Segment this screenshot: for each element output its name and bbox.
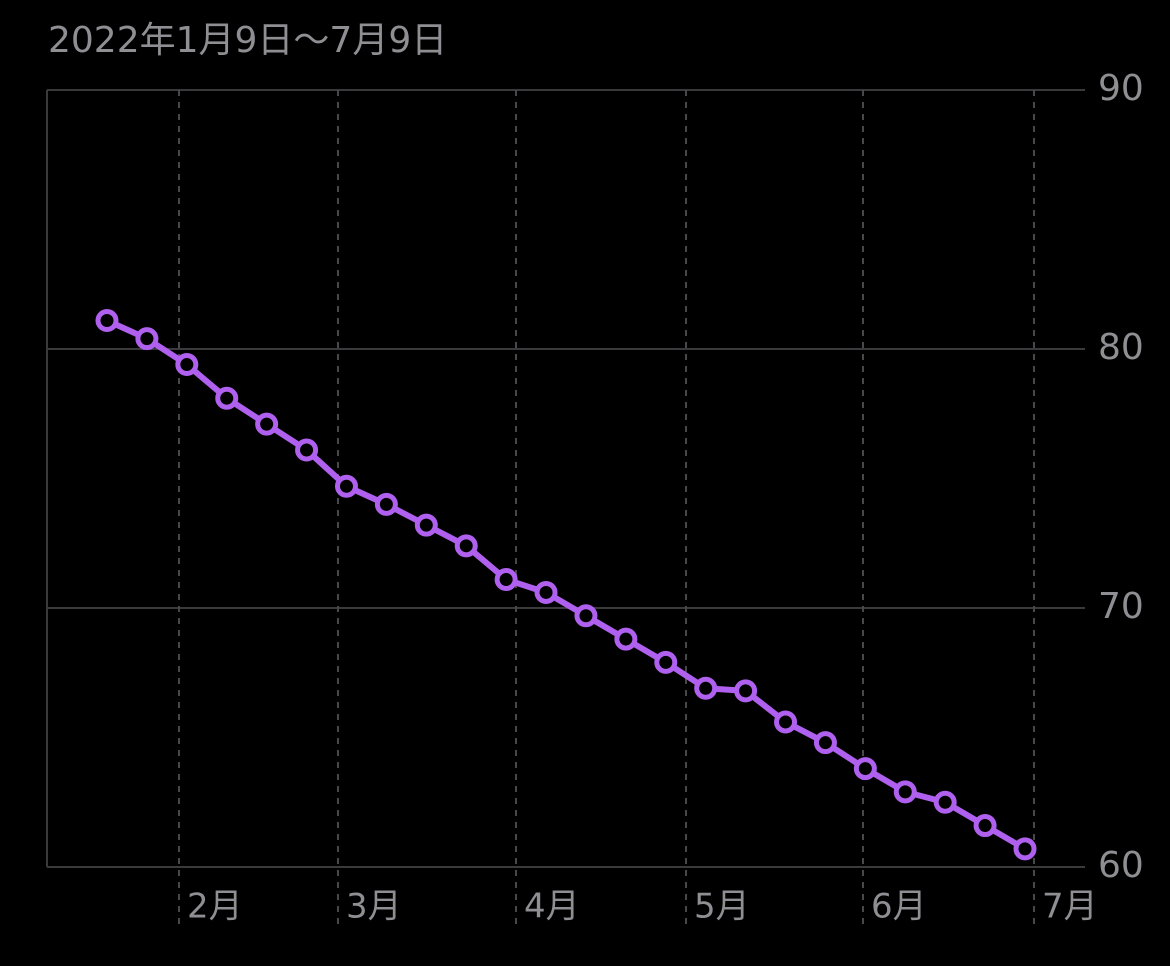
point — [614, 627, 638, 651]
x-tick-label: 4月 — [524, 887, 580, 927]
point — [255, 412, 279, 436]
point — [175, 353, 199, 377]
point — [454, 534, 478, 558]
y-tick-label: 80 — [1098, 327, 1144, 368]
y-tick-label: 60 — [1098, 845, 1144, 886]
point — [334, 474, 358, 498]
point — [734, 679, 758, 703]
point — [893, 780, 917, 804]
point — [973, 814, 997, 838]
point — [1013, 837, 1037, 861]
point — [933, 790, 957, 814]
y-tick-label: 90 — [1098, 68, 1144, 109]
point — [654, 650, 678, 674]
line — [105, 317, 1027, 852]
point — [813, 731, 837, 755]
point — [95, 309, 119, 333]
point — [694, 676, 718, 700]
x-tick-label: 7月 — [1042, 887, 1098, 927]
point — [414, 513, 438, 537]
chart-title: 2022年1月9日～7月9日 — [48, 20, 447, 61]
x-tick-label: 3月 — [346, 887, 402, 927]
point — [853, 757, 877, 781]
x-tick-label: 5月 — [694, 887, 750, 927]
x-tick-label: 2月 — [187, 887, 243, 927]
point — [374, 492, 398, 516]
x-tick-label: 6月 — [871, 887, 927, 927]
point — [215, 386, 239, 410]
point — [534, 580, 558, 604]
point — [774, 710, 798, 734]
point — [295, 438, 319, 462]
point — [494, 568, 518, 592]
y-tick-label: 70 — [1098, 586, 1144, 627]
point — [574, 604, 598, 628]
point — [135, 327, 159, 351]
